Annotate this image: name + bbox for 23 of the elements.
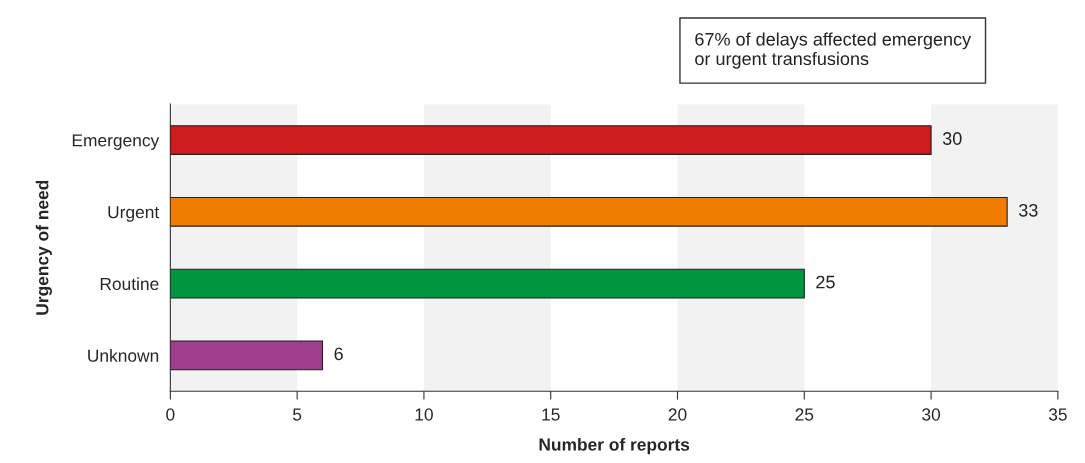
x-tick-label: 0: [166, 408, 175, 421]
x-tick-label: 10: [415, 408, 433, 421]
bar: [170, 340, 324, 371]
x-tick-label: 30: [922, 408, 941, 421]
bar: [170, 125, 932, 155]
y-tick-label: Urgent: [108, 206, 160, 222]
x-tick-label: 25: [795, 408, 814, 421]
bar: [170, 196, 1008, 227]
x-tick-label: 20: [668, 408, 687, 421]
y-tick-label: Unknown: [88, 349, 159, 362]
data-label: 33: [1018, 203, 1038, 217]
y-axis-title: Urgency of need: [35, 180, 52, 315]
x-tick-label: 35: [1048, 408, 1067, 421]
bar: [170, 268, 805, 299]
data-label: 30: [942, 132, 962, 145]
data-label: 25: [816, 275, 835, 289]
x-axis-title: Number of reports: [539, 437, 690, 455]
text: 67% of delays affected emergency or urgent transfusions: [695, 32, 972, 69]
y-tick-label: Emergency: [72, 134, 160, 150]
x-tick-label: 15: [542, 408, 560, 421]
data-label: 6: [334, 347, 343, 361]
x-tick-label: 5: [293, 408, 302, 421]
y-tick-label: Routine: [100, 277, 159, 291]
